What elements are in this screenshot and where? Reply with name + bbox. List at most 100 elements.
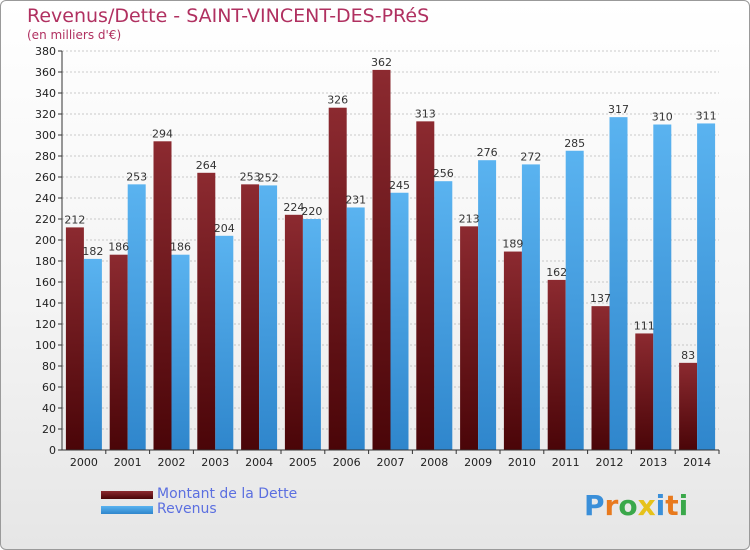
data-label: 137 [590, 292, 611, 305]
x-tick-label: 2005 [289, 456, 317, 469]
data-label: 189 [502, 238, 523, 251]
data-label: 231 [345, 193, 366, 206]
bar-revenus [653, 124, 672, 450]
data-label: 310 [652, 111, 673, 124]
bar-dette [635, 333, 654, 450]
data-label: 162 [546, 266, 567, 279]
x-tick-label: 2006 [333, 456, 361, 469]
bar-dette [547, 279, 566, 450]
logo-letter: i [678, 489, 689, 522]
bar-dette [591, 306, 610, 450]
data-label: 326 [327, 94, 348, 107]
bar-revenus [171, 254, 190, 450]
data-label: 182 [82, 245, 103, 258]
y-tick-label: 320 [35, 108, 56, 121]
x-tick-label: 2010 [508, 456, 536, 469]
data-label: 83 [681, 349, 695, 362]
data-label: 311 [696, 109, 717, 122]
data-label: 276 [477, 146, 498, 159]
legend-label-dette: Montant de la Dette [157, 486, 298, 502]
data-label: 362 [371, 56, 392, 69]
data-label: 245 [389, 179, 410, 192]
logo-letter: P [584, 489, 605, 522]
y-tick-label: 160 [35, 276, 56, 289]
data-label: 111 [634, 319, 655, 332]
logo-letter: i [655, 489, 666, 522]
y-tick-label: 280 [35, 150, 56, 163]
x-tick-label: 2007 [377, 456, 405, 469]
logo-letter: x [637, 489, 656, 522]
data-label: 213 [459, 212, 480, 225]
data-label: 264 [196, 159, 217, 172]
bar-revenus [565, 150, 584, 450]
x-tick-label: 2013 [639, 456, 667, 469]
bar-dette [328, 107, 347, 450]
legend-swatch-dette [101, 491, 153, 499]
legend-label-revenus: Revenus [157, 501, 217, 517]
bar-dette [284, 214, 303, 450]
x-tick-label: 2008 [420, 456, 448, 469]
bar-dette [372, 69, 391, 451]
y-tick-label: 40 [42, 402, 56, 415]
y-tick-label: 240 [35, 192, 56, 205]
data-label: 224 [283, 201, 304, 214]
x-tick-label: 2003 [201, 456, 229, 469]
x-tick-label: 2009 [464, 456, 492, 469]
data-label: 285 [564, 137, 585, 150]
y-tick-label: 380 [35, 45, 56, 58]
data-label: 253 [240, 170, 261, 183]
bars [65, 69, 716, 451]
bar-revenus [390, 192, 409, 450]
bar-dette [460, 226, 479, 450]
bar-revenus [346, 207, 365, 450]
y-tick-label: 200 [35, 234, 56, 247]
bar-revenus [434, 181, 453, 450]
bar-revenus [83, 258, 102, 450]
data-label: 186 [170, 241, 191, 254]
logo-letter: r [604, 489, 619, 522]
bar-dette [197, 172, 216, 451]
bar-dette [416, 121, 435, 450]
y-tick-label: 220 [35, 213, 56, 226]
y-tick-label: 120 [35, 318, 56, 331]
y-tick-label: 300 [35, 129, 56, 142]
chart-title: Revenus/Dette - SAINT-VINCENT-DES-PRéS [27, 5, 430, 27]
bar-revenus [697, 123, 716, 450]
bar-dette [65, 227, 84, 450]
proxiti-logo: Proxiti [584, 489, 688, 522]
y-tick-label: 140 [35, 297, 56, 310]
bar-dette [241, 184, 260, 450]
data-label: 252 [258, 171, 279, 184]
x-tick-label: 2014 [683, 456, 711, 469]
data-label: 313 [415, 107, 436, 120]
x-tick-label: 2012 [596, 456, 624, 469]
data-label: 212 [64, 213, 85, 226]
data-label: 317 [608, 103, 629, 116]
x-tick-label: 2011 [552, 456, 580, 469]
bar-dette [503, 251, 522, 450]
y-tick-label: 60 [42, 381, 56, 394]
data-label: 204 [214, 222, 235, 235]
y-tick-label: 260 [35, 171, 56, 184]
data-label: 256 [433, 167, 454, 180]
x-tick-label: 2000 [70, 456, 98, 469]
y-tick-label: 340 [35, 87, 56, 100]
data-label: 294 [152, 127, 173, 140]
data-label: 253 [126, 170, 147, 183]
data-label: 186 [108, 241, 129, 254]
y-tick-label: 0 [49, 444, 56, 457]
bar-revenus [478, 160, 497, 450]
bar-revenus [127, 184, 146, 450]
data-label: 272 [520, 150, 541, 163]
bar-dette [153, 141, 172, 451]
x-tick-label: 2004 [245, 456, 273, 469]
y-tick-label: 80 [42, 360, 56, 373]
x-tick-label: 2001 [114, 456, 142, 469]
bar-revenus [609, 117, 628, 451]
y-tick-label: 20 [42, 423, 56, 436]
data-label: 220 [301, 205, 322, 218]
y-tick-label: 100 [35, 339, 56, 352]
